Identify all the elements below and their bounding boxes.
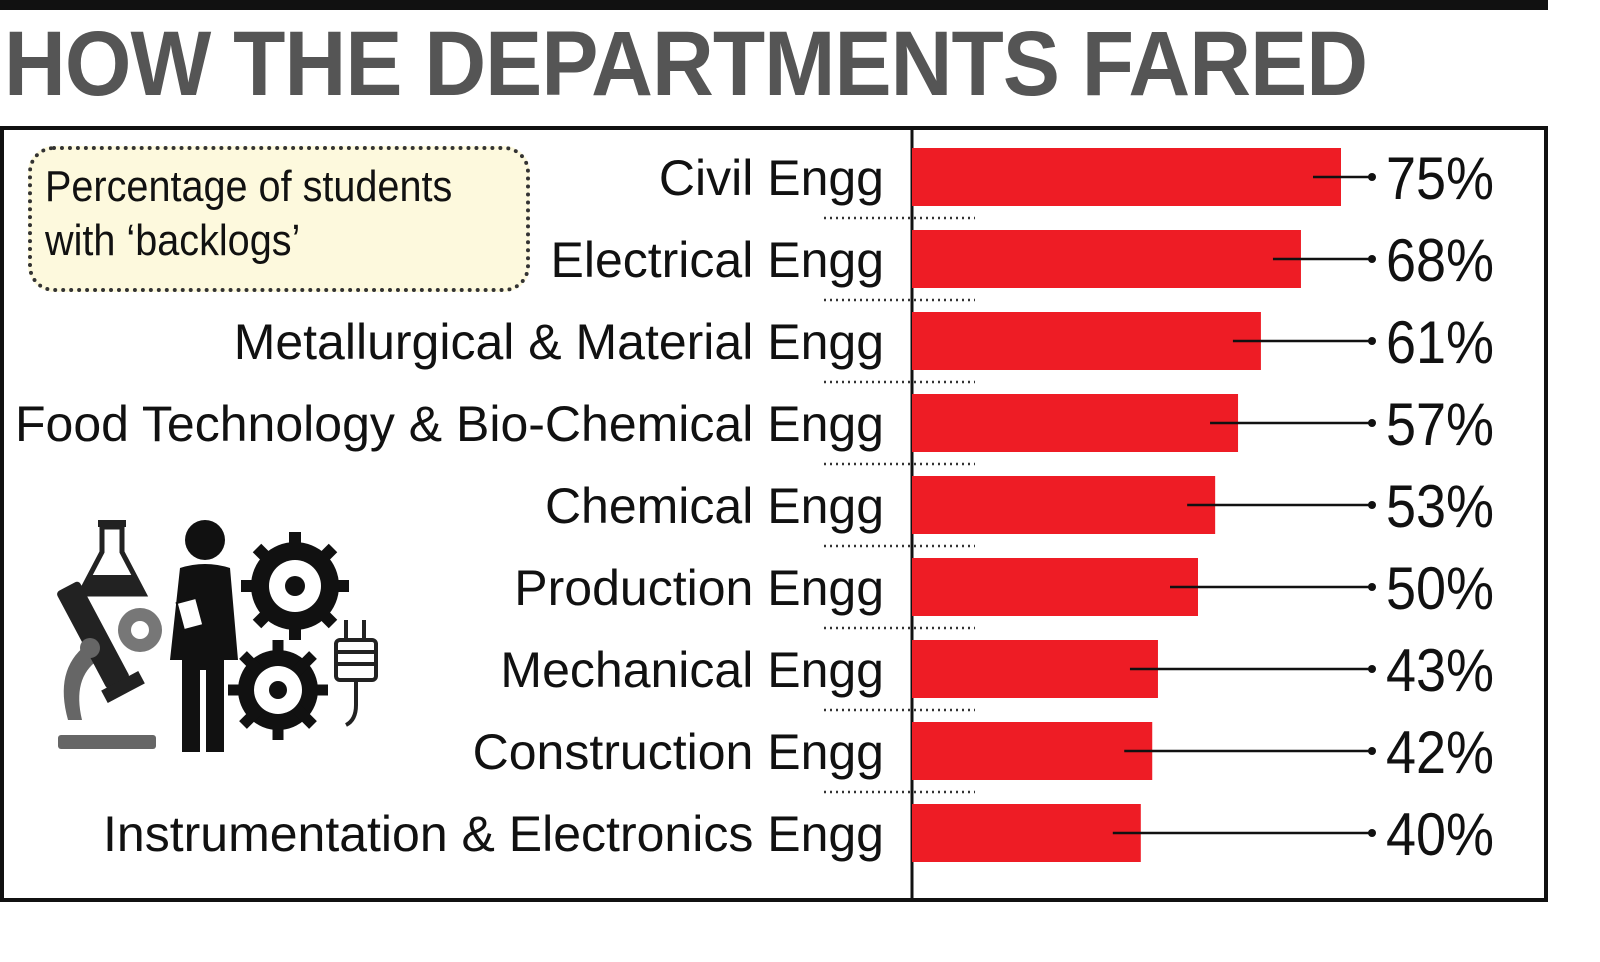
chart-frame — [0, 126, 1548, 902]
note-text: Percentage of students with ‘backlogs’ — [45, 162, 453, 265]
category-label: Instrumentation & Electronics Engg — [103, 806, 884, 862]
leader-dot — [1368, 173, 1376, 181]
engineering-illustration — [57, 520, 378, 752]
plug-icon — [334, 620, 378, 727]
category-label: Chemical Engg — [545, 478, 884, 534]
bar — [912, 230, 1301, 288]
category-label: Electrical Engg — [551, 232, 885, 288]
leader-dot — [1368, 829, 1376, 837]
top-rule — [0, 0, 1548, 10]
bar — [912, 558, 1198, 616]
leader-dot — [1368, 583, 1376, 591]
leader-dot — [1368, 337, 1376, 345]
value-label: 68% — [1386, 227, 1494, 294]
value-label: 75% — [1386, 145, 1494, 212]
bar — [912, 148, 1341, 206]
category-label: Production Engg — [514, 560, 884, 616]
leader-dot — [1368, 747, 1376, 755]
value-label: 42% — [1386, 719, 1494, 786]
value-label: 50% — [1386, 555, 1494, 622]
value-label: 40% — [1386, 801, 1494, 868]
bar — [912, 722, 1153, 780]
leader-dot — [1368, 665, 1376, 673]
chart-headline: HOW THE DEPARTMENTS FARED — [4, 13, 1368, 115]
category-label: Metallurgical & Material Engg — [234, 314, 884, 370]
note-box — [28, 146, 530, 292]
gear-icon — [118, 532, 349, 740]
bar-chart: Civil Engg 75% Electrical Engg 68% Metallurg… — [15, 126, 1494, 902]
microscope-icon — [57, 581, 156, 749]
leader-dot — [1368, 501, 1376, 509]
leader-dot — [1368, 419, 1376, 427]
category-label: Construction Engg — [473, 724, 884, 780]
bar — [912, 476, 1216, 534]
value-label: 57% — [1386, 391, 1494, 458]
bar — [912, 312, 1261, 370]
bar — [912, 640, 1158, 698]
value-label: 53% — [1386, 473, 1494, 540]
category-label: Mechanical Engg — [500, 642, 884, 698]
value-label: 43% — [1386, 637, 1494, 704]
leader-dot — [1368, 255, 1376, 263]
flask-icon — [75, 520, 149, 597]
bar — [912, 394, 1239, 452]
category-label: Civil Engg — [659, 150, 884, 206]
engineer-icon — [170, 520, 238, 752]
bar — [912, 804, 1141, 862]
category-label: Food Technology & Bio-Chemical Engg — [15, 396, 884, 452]
value-label: 61% — [1386, 309, 1494, 376]
